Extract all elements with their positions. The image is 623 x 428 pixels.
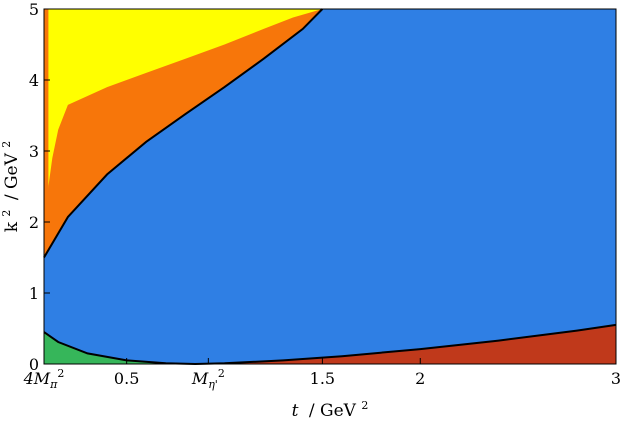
chart-regions bbox=[44, 9, 616, 364]
y-axis-unit: / GeV bbox=[2, 152, 22, 200]
y-axis-var: k bbox=[2, 221, 22, 232]
x-tick-text: 1.5 bbox=[310, 369, 335, 388]
yellow-region bbox=[48, 9, 323, 215]
boundary-curves bbox=[43, 8, 617, 366]
x-axis-unit: / GeV bbox=[309, 401, 357, 421]
x-tick-text: M bbox=[191, 369, 209, 388]
x-tick-superscript: 2 bbox=[57, 367, 64, 380]
red-region bbox=[195, 324, 616, 364]
y-tick-label: 0 bbox=[29, 355, 39, 374]
y-tick-label: 3 bbox=[29, 142, 39, 161]
green-region bbox=[44, 332, 196, 364]
x-axis-ticks: 4Mπ2 0.5 Mη'2 1.5 2 3 bbox=[23, 358, 621, 391]
y-tick-label: 1 bbox=[29, 284, 39, 303]
y-axis-var-exp: 2 bbox=[0, 210, 13, 217]
orange-band bbox=[44, 9, 323, 258]
x-tick-label: 3 bbox=[611, 369, 621, 388]
x-tick-subscript: η' bbox=[208, 378, 218, 391]
upper-boundary-curve bbox=[43, 8, 324, 259]
y-tick-label: 2 bbox=[29, 213, 39, 232]
lower-boundary-curve bbox=[43, 323, 617, 366]
x-tick-label: 1.5 bbox=[310, 369, 335, 388]
x-tick-text: 2 bbox=[415, 369, 425, 388]
x-tick-label: 0.5 bbox=[114, 369, 139, 388]
x-tick-superscript: 2 bbox=[218, 367, 225, 380]
x-tick-label: Mη'2 bbox=[191, 367, 225, 391]
x-tick-label: 4Mπ2 bbox=[23, 367, 65, 391]
x-tick-text: 0.5 bbox=[114, 369, 139, 388]
y-axis-unit-exp: 2 bbox=[0, 141, 13, 148]
x-axis-unit-exp: 2 bbox=[361, 399, 368, 412]
x-tick-label: 2 bbox=[415, 369, 425, 388]
y-axis-title: k 2 / GeV 2 bbox=[0, 141, 22, 233]
y-tick-label: 4 bbox=[29, 71, 39, 90]
x-axis-var: t bbox=[292, 401, 299, 421]
y-axis-ticks: 0 1 2 3 4 5 bbox=[29, 0, 50, 374]
y-tick-label: 5 bbox=[29, 0, 39, 19]
x-tick-text: 4M bbox=[23, 369, 51, 388]
plot-frame bbox=[43, 8, 617, 365]
x-tick-subscript: π bbox=[49, 378, 58, 391]
x-tick-text: 3 bbox=[611, 369, 621, 388]
x-axis-title: t / GeV 2 bbox=[292, 399, 369, 421]
